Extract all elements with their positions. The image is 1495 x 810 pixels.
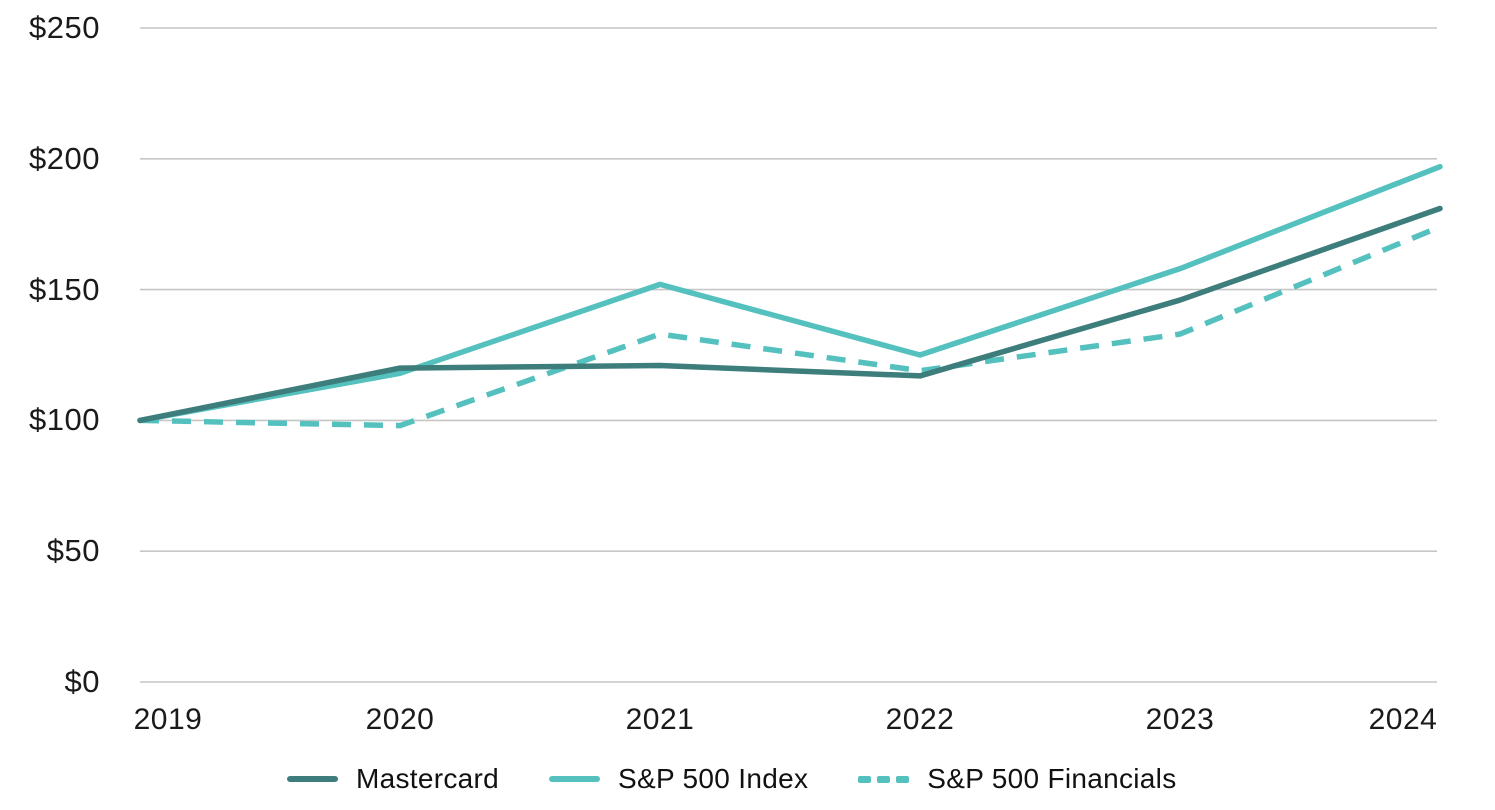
mastercard-line	[137, 205, 1443, 424]
y-tick-label: $150	[29, 272, 100, 307]
legend-item-sp500-financials: S&P 500 Financials	[858, 762, 1176, 796]
y-tick-label: $0	[64, 664, 100, 699]
x-tick-label-2022: 2022	[885, 703, 955, 736]
x-tick-label-2023: 2023	[1145, 703, 1215, 736]
x-tick-label-2020: 2020	[365, 703, 435, 736]
y-tick-label: $200	[29, 141, 100, 176]
chart-legend: Mastercard S&P 500 Index S&P 500 Financi…	[287, 762, 1177, 796]
legend-label: S&P 500 Financials	[927, 763, 1177, 794]
legend-item-sp500-index: S&P 500 Index	[549, 762, 808, 796]
y-tick-label: $50	[46, 533, 100, 568]
y-tick-label: $100	[29, 402, 100, 437]
x-tick-label-2019: 2019	[133, 703, 203, 736]
sp500-financials-line	[139, 224, 1442, 429]
legend-label: Mastercard	[356, 763, 500, 794]
legend-item-mastercard: Mastercard	[287, 762, 499, 796]
sp500-financials-dashed-swatch-icon	[858, 775, 910, 783]
legend-label: S&P 500 Index	[618, 763, 809, 794]
mastercard-line-swatch-icon	[287, 776, 338, 782]
x-tick-label-2021: 2021	[625, 703, 695, 736]
x-tick-label-2024: 2024	[1368, 703, 1438, 736]
y-tick-label: $250	[29, 10, 100, 45]
sp500-index-line-swatch-icon	[549, 776, 601, 782]
sp500-index-line	[137, 163, 1443, 424]
